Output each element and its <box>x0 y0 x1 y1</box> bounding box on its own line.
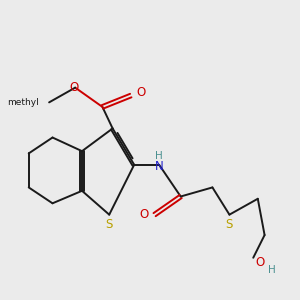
Text: S: S <box>106 218 113 231</box>
Text: H: H <box>155 151 163 161</box>
Text: O: O <box>69 81 78 94</box>
Text: S: S <box>226 218 233 231</box>
Text: methyl: methyl <box>7 98 39 107</box>
Text: N: N <box>155 160 164 173</box>
Text: O: O <box>140 208 149 221</box>
Text: H: H <box>268 265 276 275</box>
Text: O: O <box>255 256 265 269</box>
Text: O: O <box>136 86 146 99</box>
